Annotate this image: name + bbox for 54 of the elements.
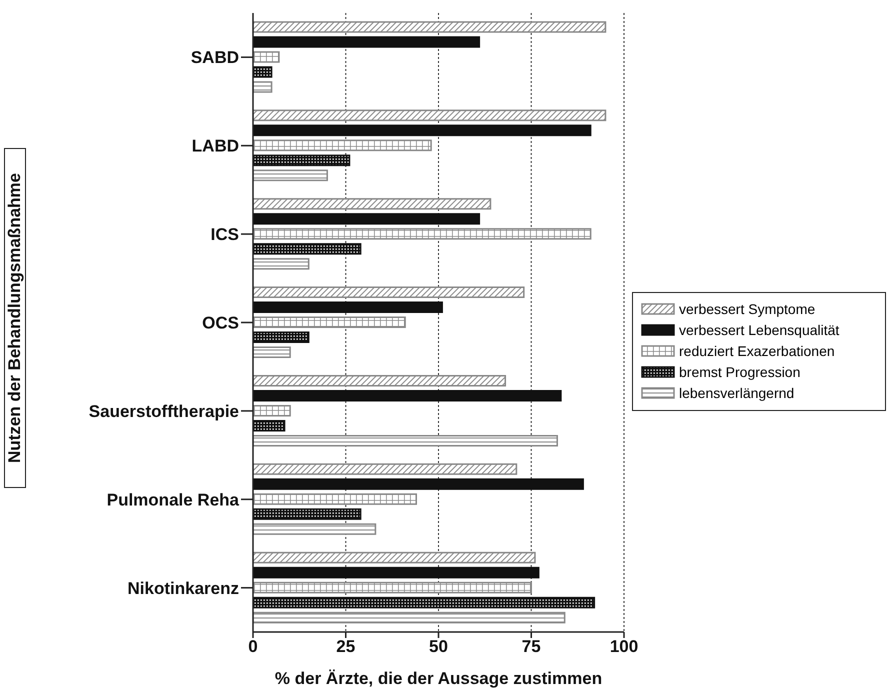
bar bbox=[253, 154, 350, 166]
y-tick-label: ICS bbox=[210, 225, 239, 244]
bar bbox=[253, 316, 406, 328]
bar bbox=[253, 420, 286, 432]
y-tick-label: SABD bbox=[190, 48, 239, 68]
bar bbox=[253, 434, 558, 446]
y-tick-label: LABD bbox=[192, 136, 239, 156]
bar bbox=[253, 140, 432, 152]
bar bbox=[253, 552, 536, 564]
bar bbox=[253, 110, 606, 122]
bar bbox=[253, 404, 291, 416]
x-tick-label: 50 bbox=[429, 637, 448, 656]
bar bbox=[253, 493, 417, 505]
x-axis-title: % der Ärzte, die der Aussage zustimmen bbox=[274, 669, 602, 688]
legend-label: verbessert Symptome bbox=[679, 301, 816, 317]
bar bbox=[253, 596, 596, 608]
bar bbox=[253, 51, 280, 63]
bar bbox=[253, 81, 272, 93]
legend-label: verbessert Lebensqualität bbox=[679, 322, 840, 338]
y-tick-label: Sauerstofftherapie bbox=[88, 402, 239, 421]
bar bbox=[253, 463, 518, 475]
bar bbox=[253, 332, 310, 344]
bar bbox=[253, 612, 566, 624]
bar bbox=[253, 124, 592, 136]
legend-label: lebensverlängernd bbox=[679, 385, 794, 401]
legend-label: reduziert Exazerbationen bbox=[679, 343, 835, 359]
bar bbox=[253, 243, 362, 255]
legend-label: bremst Progression bbox=[679, 364, 800, 380]
bar bbox=[253, 302, 443, 314]
bar bbox=[253, 374, 506, 386]
bar bbox=[253, 213, 480, 225]
bar bbox=[253, 508, 362, 520]
y-tick-label: Pulmonale Reha bbox=[106, 490, 240, 510]
bar bbox=[253, 346, 291, 358]
bar bbox=[253, 21, 606, 33]
y-tick-label: OCS bbox=[202, 314, 239, 333]
bar bbox=[253, 36, 480, 48]
x-tick-label: 25 bbox=[336, 637, 356, 656]
bar bbox=[253, 228, 592, 240]
bar bbox=[253, 66, 272, 78]
bar bbox=[253, 478, 584, 490]
bar bbox=[253, 390, 562, 402]
y-axis-title: Nutzen der Behandlungsmaßnahme bbox=[5, 173, 25, 463]
bar bbox=[253, 582, 532, 594]
bar bbox=[253, 198, 492, 210]
bar bbox=[253, 523, 376, 535]
x-tick-label: 75 bbox=[522, 637, 541, 656]
y-tick-label: Nikotinkarenz bbox=[128, 578, 239, 598]
x-tick-label: 0 bbox=[248, 637, 258, 656]
x-tick-label: 100 bbox=[610, 637, 638, 656]
bar bbox=[253, 170, 328, 182]
bar bbox=[253, 566, 540, 578]
bar bbox=[253, 286, 525, 298]
bar bbox=[253, 258, 310, 270]
